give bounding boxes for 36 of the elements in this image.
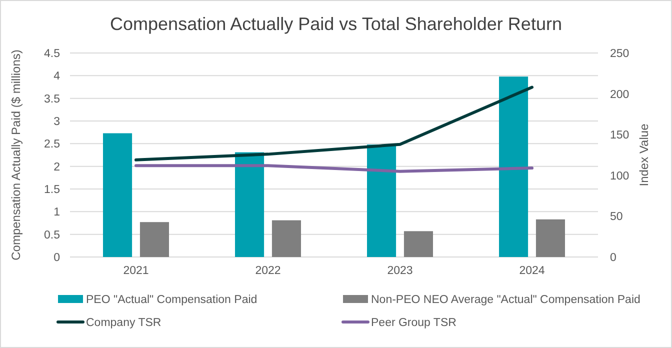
x-tick-label: 2022 bbox=[255, 265, 281, 277]
y-tick-label: 0.5 bbox=[44, 229, 60, 242]
y2-tick-label: 0 bbox=[610, 252, 616, 264]
y-tick-label: 4 bbox=[54, 70, 61, 83]
x-tick-label: 2023 bbox=[387, 265, 413, 277]
y2-tick-label: 50 bbox=[610, 211, 623, 224]
y-tick-label: 2 bbox=[54, 161, 60, 174]
y-tick-label: 3.5 bbox=[44, 93, 60, 106]
y-tick-label: 0 bbox=[54, 252, 60, 264]
y2-tick-label: 150 bbox=[610, 130, 630, 142]
legend-label: Company TSR bbox=[86, 317, 162, 329]
bar bbox=[103, 133, 132, 257]
line-series bbox=[134, 86, 534, 162]
y-tick-label: 4.5 bbox=[44, 48, 60, 60]
y-tick-label: 1.5 bbox=[44, 184, 60, 196]
y2-tick-label: 200 bbox=[610, 88, 630, 101]
x-tick-label: 2024 bbox=[519, 265, 546, 277]
y-tick-label: 2.5 bbox=[44, 138, 60, 151]
legend-label: Non-PEO NEO Average "Actual" Compensation Paid bbox=[371, 294, 640, 306]
bar bbox=[235, 152, 264, 257]
bar bbox=[272, 220, 301, 257]
y-tick-label: 3 bbox=[54, 116, 60, 128]
y-axis-title: Compensation Actually Paid ($ millions) bbox=[9, 50, 23, 260]
bar bbox=[367, 144, 396, 257]
bar bbox=[499, 76, 528, 257]
y2-tick-label: 250 bbox=[610, 48, 630, 60]
y-tick-label: 1 bbox=[54, 206, 60, 219]
x-tick-label: 2021 bbox=[123, 265, 149, 277]
chart-title: Compensation Actually Paid vs Total Shareholder Return bbox=[110, 14, 562, 34]
y2-tick-label: 100 bbox=[610, 170, 630, 182]
bar bbox=[140, 222, 169, 257]
bar bbox=[404, 231, 433, 257]
legend-label: PEO "Actual" Compensation Paid bbox=[86, 294, 258, 306]
legend-label: Peer Group TSR bbox=[371, 317, 456, 329]
bar bbox=[536, 219, 565, 257]
y2-axis-title: Index Value bbox=[637, 123, 651, 186]
